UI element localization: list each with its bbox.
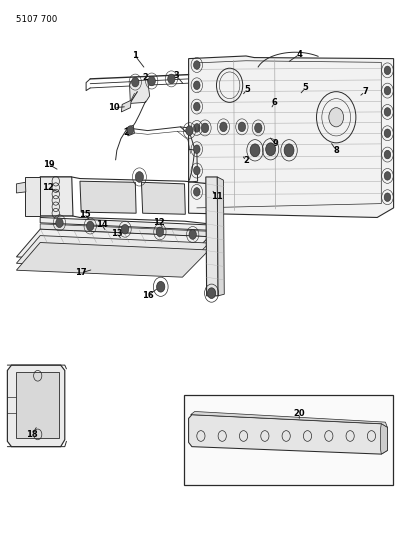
Text: 5: 5 — [243, 85, 249, 94]
Polygon shape — [380, 424, 387, 454]
Polygon shape — [40, 224, 209, 237]
Polygon shape — [16, 243, 209, 277]
Polygon shape — [205, 177, 218, 296]
Circle shape — [238, 122, 245, 132]
Polygon shape — [121, 100, 131, 112]
Polygon shape — [217, 177, 224, 296]
Text: 14: 14 — [96, 221, 107, 229]
Circle shape — [193, 81, 200, 90]
Text: 12: 12 — [153, 219, 164, 227]
Circle shape — [383, 172, 390, 180]
Text: 8: 8 — [333, 146, 338, 155]
Circle shape — [383, 193, 390, 201]
Circle shape — [328, 108, 343, 127]
Text: 7: 7 — [361, 87, 367, 96]
Polygon shape — [188, 56, 393, 217]
Circle shape — [193, 188, 200, 196]
Polygon shape — [40, 217, 209, 230]
Text: 6: 6 — [271, 98, 277, 107]
Circle shape — [131, 77, 139, 87]
Circle shape — [167, 74, 175, 84]
Text: 16: 16 — [142, 292, 153, 300]
Polygon shape — [129, 80, 149, 103]
Circle shape — [156, 227, 163, 237]
Text: 20: 20 — [293, 409, 304, 417]
Text: 17: 17 — [75, 269, 87, 277]
Circle shape — [156, 281, 164, 292]
Polygon shape — [126, 125, 134, 136]
Circle shape — [193, 61, 200, 69]
Circle shape — [193, 145, 200, 154]
Circle shape — [249, 144, 259, 157]
Circle shape — [193, 102, 200, 111]
Circle shape — [219, 122, 227, 132]
Polygon shape — [190, 411, 387, 427]
Text: 11: 11 — [211, 192, 222, 200]
Circle shape — [193, 166, 200, 175]
Circle shape — [86, 221, 94, 231]
Text: 12: 12 — [43, 183, 54, 192]
Circle shape — [283, 144, 293, 157]
Circle shape — [56, 218, 63, 228]
Text: 2: 2 — [123, 128, 129, 136]
Text: 5107 700: 5107 700 — [16, 15, 57, 24]
Text: 13: 13 — [111, 229, 122, 238]
Polygon shape — [16, 229, 209, 264]
Polygon shape — [80, 181, 136, 213]
Polygon shape — [16, 182, 26, 193]
Polygon shape — [16, 236, 209, 270]
Polygon shape — [16, 372, 59, 438]
FancyBboxPatch shape — [184, 395, 392, 485]
Circle shape — [135, 172, 143, 182]
Circle shape — [185, 126, 193, 135]
Circle shape — [193, 124, 200, 132]
Circle shape — [189, 230, 196, 239]
Circle shape — [201, 123, 208, 133]
Circle shape — [383, 66, 390, 75]
Circle shape — [383, 150, 390, 159]
Text: 1: 1 — [132, 52, 138, 60]
Circle shape — [254, 123, 261, 133]
Circle shape — [383, 108, 390, 116]
Text: 2: 2 — [142, 73, 148, 82]
Circle shape — [383, 86, 390, 95]
Circle shape — [207, 288, 215, 298]
Polygon shape — [141, 182, 185, 214]
Circle shape — [127, 126, 133, 134]
Text: 19: 19 — [43, 160, 54, 168]
Text: 10: 10 — [108, 103, 119, 112]
Circle shape — [121, 224, 128, 234]
Polygon shape — [7, 365, 65, 447]
Polygon shape — [40, 177, 73, 216]
Text: 18: 18 — [26, 430, 38, 439]
Text: 9: 9 — [272, 140, 278, 148]
Text: 4: 4 — [296, 50, 301, 59]
Circle shape — [265, 143, 275, 156]
Text: 2: 2 — [243, 157, 248, 165]
Polygon shape — [25, 177, 40, 216]
Polygon shape — [188, 415, 387, 454]
Circle shape — [148, 76, 155, 86]
Text: 3: 3 — [173, 71, 179, 80]
Text: 15: 15 — [79, 210, 91, 219]
Text: 5: 5 — [302, 84, 308, 92]
Circle shape — [383, 129, 390, 138]
